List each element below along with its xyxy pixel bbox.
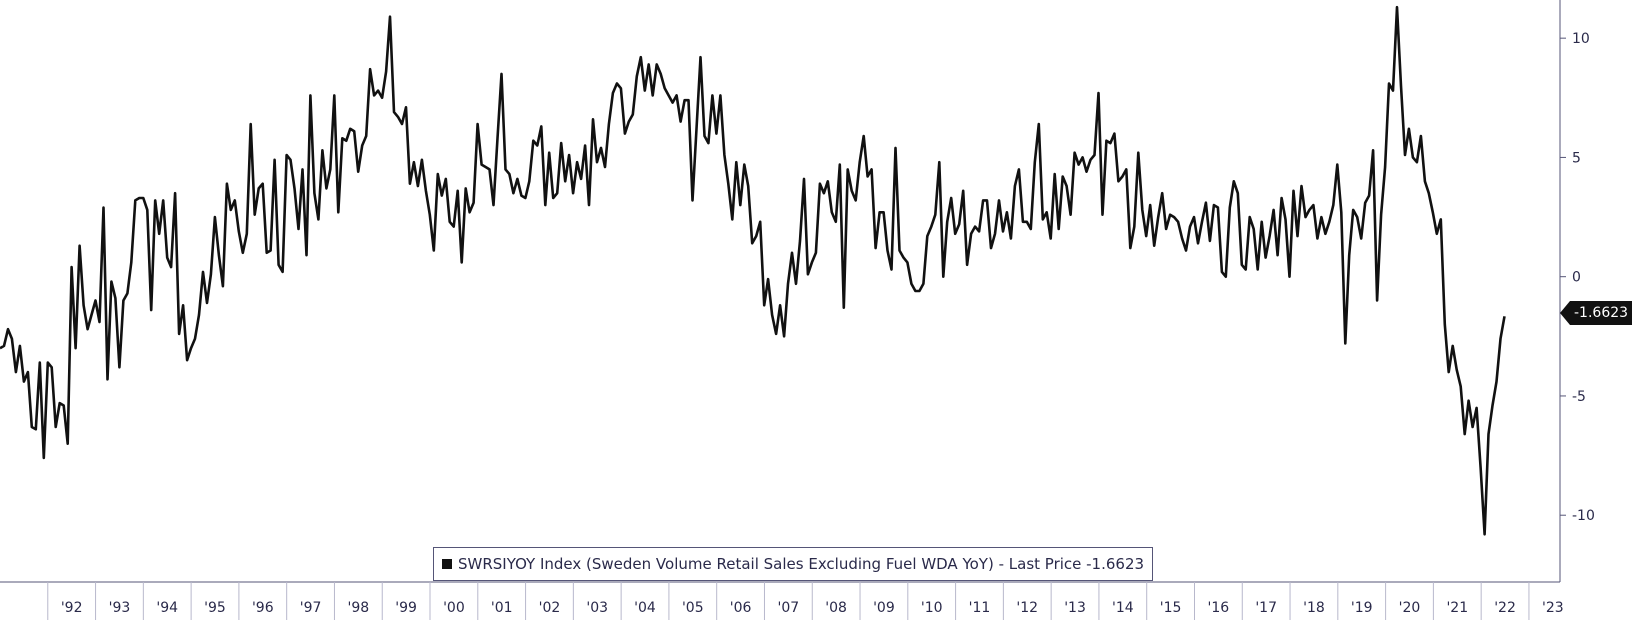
x-tick-label: '92 — [61, 600, 83, 616]
last-value-tag: -1.6623 — [1559, 301, 1632, 325]
x-tick-label: '03 — [586, 600, 608, 616]
x-tick-label: '02 — [539, 600, 561, 616]
x-tick-label: '96 — [252, 600, 274, 616]
x-tick-label: '12 — [1016, 600, 1038, 616]
x-tick-label: '01 — [491, 600, 513, 616]
x-axis: '92 '93 '94 '95 '96 '97 '98 '99 '00 '01 '02 '03 '04 '… — [47, 582, 1564, 620]
x-tick-label: '14 — [1112, 600, 1134, 616]
x-tick-label: '00 — [443, 600, 465, 616]
y-tick-label: -10 — [1572, 508, 1595, 524]
last-value-label: -1.6623 — [1574, 305, 1629, 321]
series-path — [0, 5, 1506, 536]
series-line-swrsiyoy — [0, 5, 1506, 536]
legend-swatch — [442, 559, 452, 569]
x-tick-label: '13 — [1064, 600, 1086, 616]
x-tick-label: '18 — [1303, 600, 1325, 616]
x-tick-label: '15 — [1160, 600, 1182, 616]
x-tick-label: '23 — [1542, 600, 1564, 616]
x-tick-label: '09 — [873, 600, 895, 616]
x-tick-label: '06 — [730, 600, 752, 616]
axes — [0, 0, 1561, 583]
y-tick-label: 5 — [1572, 150, 1581, 166]
y-tick-label: -5 — [1572, 389, 1586, 405]
x-tick-label: '16 — [1208, 600, 1230, 616]
x-tick-label: '17 — [1255, 600, 1277, 616]
x-tick-label: '22 — [1494, 600, 1516, 616]
y-tick-label: 10 — [1572, 31, 1590, 47]
x-tick-label: '21 — [1446, 600, 1468, 616]
x-tick-label: '07 — [778, 600, 800, 616]
y-tick-label: 0 — [1572, 270, 1581, 286]
x-tick-label: '99 — [395, 600, 417, 616]
x-tick-label: '97 — [300, 600, 322, 616]
x-tick-label: '19 — [1351, 600, 1373, 616]
x-tick-label: '93 — [109, 600, 131, 616]
x-tick-label: '05 — [682, 600, 704, 616]
x-tick-label: '98 — [348, 600, 370, 616]
y-axis: 10 5 0 -5 -10 — [1560, 31, 1595, 524]
x-tick-label: '08 — [825, 600, 847, 616]
legend-label: SWRSIYOY Index (Sweden Volume Retail Sal… — [458, 555, 1145, 573]
x-tick-label: '95 — [204, 600, 226, 616]
legend: SWRSIYOY Index (Sweden Volume Retail Sal… — [433, 547, 1154, 581]
x-tick-label: '10 — [921, 600, 943, 616]
x-tick-label: '20 — [1399, 600, 1421, 616]
x-tick-label: '04 — [634, 600, 656, 616]
x-tick-label: '94 — [156, 600, 178, 616]
x-tick-label: '11 — [969, 600, 991, 616]
